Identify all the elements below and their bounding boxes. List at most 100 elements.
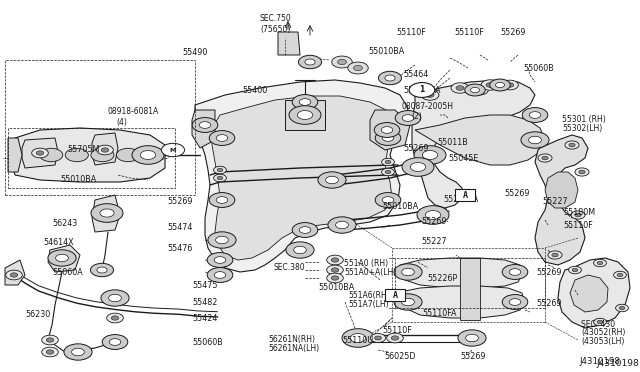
Circle shape bbox=[91, 204, 123, 222]
Circle shape bbox=[353, 65, 362, 71]
Polygon shape bbox=[415, 115, 545, 165]
Polygon shape bbox=[535, 135, 588, 265]
Text: 55269: 55269 bbox=[504, 189, 530, 198]
Text: J4310198: J4310198 bbox=[596, 359, 639, 368]
Circle shape bbox=[40, 148, 63, 162]
Circle shape bbox=[102, 334, 128, 349]
Circle shape bbox=[476, 88, 484, 92]
Circle shape bbox=[402, 298, 415, 306]
Text: 551A0 (RH): 551A0 (RH) bbox=[344, 259, 388, 268]
Circle shape bbox=[332, 268, 339, 272]
Circle shape bbox=[207, 267, 233, 282]
Polygon shape bbox=[10, 128, 165, 182]
Circle shape bbox=[10, 273, 18, 277]
Circle shape bbox=[394, 264, 422, 280]
Circle shape bbox=[569, 143, 575, 147]
Circle shape bbox=[382, 197, 394, 203]
Text: 08918-6081A: 08918-6081A bbox=[108, 107, 159, 116]
Polygon shape bbox=[212, 96, 395, 260]
Circle shape bbox=[579, 170, 585, 174]
Circle shape bbox=[409, 83, 435, 97]
Circle shape bbox=[209, 193, 235, 208]
Text: 1: 1 bbox=[419, 86, 424, 94]
Circle shape bbox=[552, 253, 558, 257]
Circle shape bbox=[575, 168, 589, 176]
Text: (43053(LH): (43053(LH) bbox=[581, 337, 625, 346]
Bar bbox=[5, 60, 195, 195]
Circle shape bbox=[594, 259, 607, 267]
Text: 55474: 55474 bbox=[168, 223, 193, 232]
Circle shape bbox=[529, 136, 541, 144]
Text: (75650): (75650) bbox=[260, 25, 291, 34]
Circle shape bbox=[318, 172, 346, 188]
Text: 55010BA: 55010BA bbox=[318, 283, 355, 292]
Text: 56230: 56230 bbox=[26, 310, 51, 319]
Circle shape bbox=[214, 174, 227, 182]
Polygon shape bbox=[285, 100, 325, 130]
Text: A: A bbox=[463, 190, 467, 199]
Text: 551A7(LH): 551A7(LH) bbox=[349, 300, 389, 309]
Circle shape bbox=[217, 176, 223, 180]
Text: M: M bbox=[170, 148, 176, 153]
Circle shape bbox=[207, 253, 233, 267]
Text: 55464: 55464 bbox=[403, 70, 428, 79]
Circle shape bbox=[465, 84, 485, 96]
Circle shape bbox=[597, 261, 603, 264]
Circle shape bbox=[402, 268, 415, 276]
Circle shape bbox=[72, 348, 84, 356]
Text: 56243: 56243 bbox=[52, 219, 77, 228]
Circle shape bbox=[374, 122, 400, 137]
Circle shape bbox=[209, 131, 235, 145]
Circle shape bbox=[42, 347, 58, 357]
Circle shape bbox=[495, 82, 504, 87]
Text: 55269: 55269 bbox=[461, 352, 486, 361]
Polygon shape bbox=[278, 32, 300, 55]
Circle shape bbox=[328, 217, 356, 233]
Circle shape bbox=[36, 151, 44, 155]
Circle shape bbox=[298, 110, 313, 119]
Text: 55269: 55269 bbox=[168, 197, 193, 206]
Circle shape bbox=[417, 206, 449, 224]
Text: 55269: 55269 bbox=[421, 217, 447, 226]
Circle shape bbox=[326, 265, 343, 275]
Circle shape bbox=[509, 299, 521, 305]
Circle shape bbox=[548, 251, 562, 259]
Circle shape bbox=[575, 213, 581, 217]
Polygon shape bbox=[5, 260, 25, 285]
Circle shape bbox=[109, 339, 121, 345]
Circle shape bbox=[64, 344, 92, 360]
Text: 55227: 55227 bbox=[421, 237, 447, 246]
Circle shape bbox=[6, 270, 22, 280]
Text: 55060A: 55060A bbox=[52, 268, 83, 277]
Text: 55269: 55269 bbox=[403, 144, 429, 153]
Text: 55269: 55269 bbox=[500, 28, 526, 37]
Circle shape bbox=[456, 86, 464, 90]
Circle shape bbox=[378, 71, 401, 85]
Text: 55011B: 55011B bbox=[437, 138, 468, 147]
Circle shape bbox=[371, 334, 386, 343]
Circle shape bbox=[565, 141, 579, 149]
Polygon shape bbox=[570, 275, 608, 312]
Circle shape bbox=[509, 269, 521, 275]
Text: 55269: 55269 bbox=[536, 268, 562, 277]
Circle shape bbox=[381, 168, 394, 176]
Text: 55400: 55400 bbox=[242, 86, 267, 94]
Circle shape bbox=[594, 318, 607, 326]
Circle shape bbox=[394, 294, 422, 310]
Circle shape bbox=[422, 151, 438, 160]
Circle shape bbox=[597, 320, 603, 324]
Circle shape bbox=[486, 83, 494, 87]
Circle shape bbox=[350, 334, 365, 343]
Text: 08087-2005H: 08087-2005H bbox=[402, 102, 454, 110]
Circle shape bbox=[300, 227, 311, 233]
Circle shape bbox=[300, 99, 311, 105]
Circle shape bbox=[32, 148, 49, 158]
Text: A: A bbox=[392, 291, 397, 299]
FancyBboxPatch shape bbox=[385, 289, 404, 301]
Circle shape bbox=[132, 146, 164, 164]
Text: J4310198: J4310198 bbox=[579, 357, 620, 366]
Circle shape bbox=[522, 108, 548, 122]
Polygon shape bbox=[400, 258, 522, 288]
Circle shape bbox=[506, 83, 514, 87]
Circle shape bbox=[414, 146, 446, 164]
